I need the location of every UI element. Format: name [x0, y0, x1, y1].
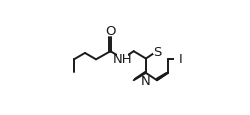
Text: S: S [153, 45, 161, 58]
FancyBboxPatch shape [174, 56, 183, 62]
Text: NH: NH [113, 53, 132, 65]
FancyBboxPatch shape [106, 28, 115, 34]
Text: N: N [141, 75, 151, 88]
FancyBboxPatch shape [117, 55, 128, 63]
FancyBboxPatch shape [152, 49, 161, 55]
FancyBboxPatch shape [142, 78, 150, 84]
Text: O: O [105, 25, 116, 37]
Text: I: I [178, 53, 182, 65]
